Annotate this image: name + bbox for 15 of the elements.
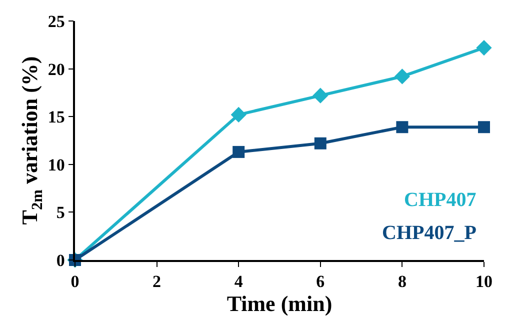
- x-tick-label: 0: [70, 272, 80, 292]
- x-axis-title: Time (min): [226, 291, 332, 316]
- x-tick-label: 10: [476, 272, 492, 292]
- text: CHP407_P: [382, 222, 476, 244]
- y-tick-label: 15: [48, 108, 65, 127]
- x-tick-label: 8: [398, 272, 406, 292]
- y-tick-label: 5: [56, 203, 65, 222]
- y-tick-label: 0: [56, 250, 65, 270]
- x-tick-label: 6: [316, 272, 325, 292]
- x-tick-label: 4: [234, 272, 244, 292]
- y-tick-label: 20: [48, 60, 65, 79]
- x-tick-label: 2: [152, 272, 162, 292]
- text: CHP407: [404, 189, 476, 211]
- y-tick-label: 10: [48, 155, 65, 174]
- y-tick-label: 25: [48, 12, 65, 31]
